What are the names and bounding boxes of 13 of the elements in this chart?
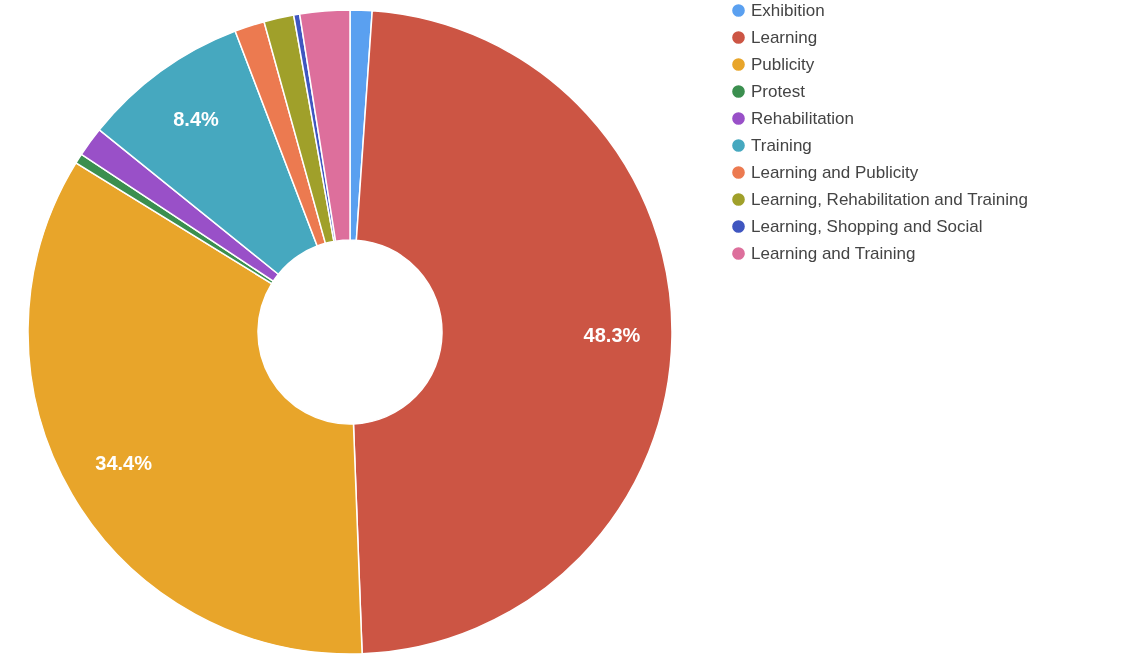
legend-label: Learning — [751, 27, 818, 47]
legend-label: Learning and Publicity — [751, 162, 919, 182]
legend-label: Learning, Rehabilitation and Training — [751, 189, 1028, 209]
legend-label: Rehabilitation — [751, 108, 855, 128]
legend-label: Publicity — [751, 54, 815, 74]
data-label: 34.4% — [95, 451, 153, 474]
legend-label: Learning and Training — [751, 243, 916, 263]
data-label: 8.4% — [173, 108, 220, 131]
legend-label: Exhibition — [751, 0, 825, 20]
legend-label: Learning, Shopping and Social — [751, 216, 983, 236]
legend-label: Protest — [751, 81, 806, 101]
legend-label: Training — [751, 135, 812, 155]
data-label: 48.3% — [583, 324, 641, 347]
